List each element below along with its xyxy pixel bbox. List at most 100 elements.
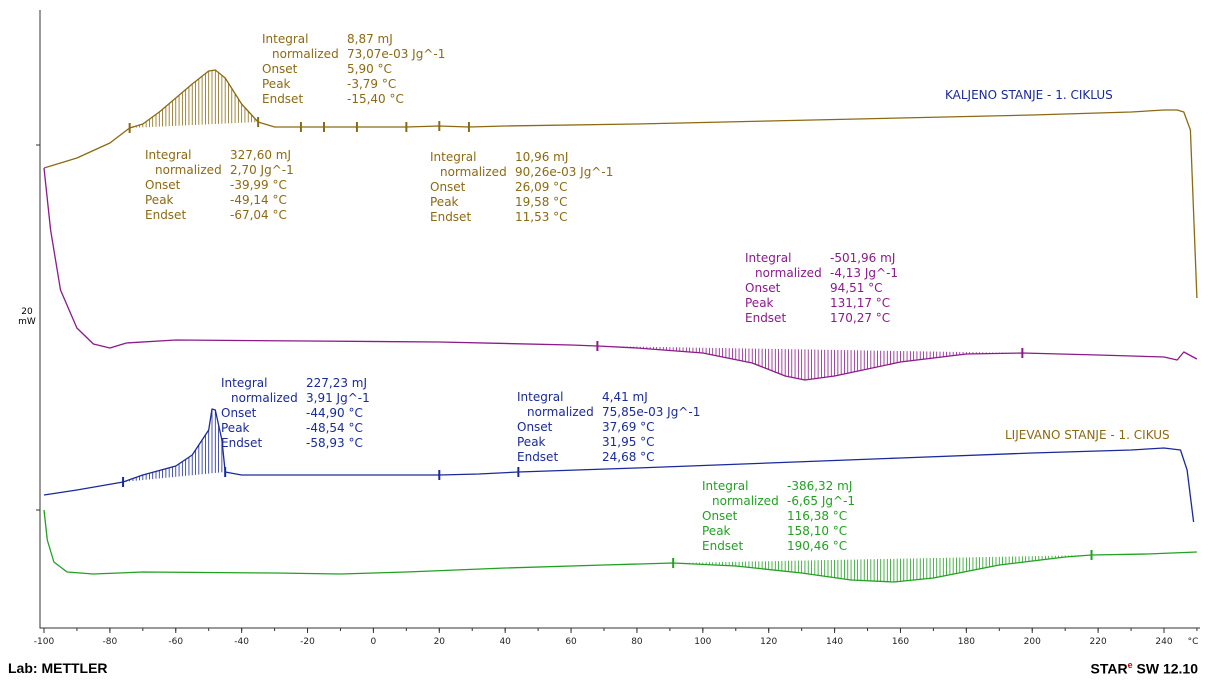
annotation-label: normalized	[527, 405, 594, 419]
annotation-value: -58,93 °C	[306, 436, 363, 450]
annotation-label: Onset	[702, 509, 738, 523]
annotation-value: -15,40 °C	[347, 92, 404, 106]
x-tick-label: 60	[565, 637, 577, 647]
annotation-label: Endset	[262, 92, 304, 106]
annotation-label: Endset	[145, 208, 187, 222]
annotation-row: Peak 158,10 °C	[702, 524, 902, 539]
annotation-value: -501,96 mJ	[830, 251, 896, 265]
annotation-row: Endset -67,04 °C	[145, 208, 345, 223]
annotation-row: normalized 73,07e-03 Jg^-1	[262, 47, 462, 62]
x-tick-label: -20	[300, 637, 315, 647]
annotation-label: Endset	[517, 450, 559, 464]
footer-software: STARe SW 12.10	[1090, 660, 1198, 677]
annotation-value: -6,65 Jg^-1	[787, 494, 856, 508]
x-tick-label: -40	[234, 637, 249, 647]
annotation-block: Integral 4,41 mJ normalized 75,85e-03 Jg^-1…	[517, 390, 717, 465]
annotation-row: Onset 37,69 °C	[517, 420, 717, 435]
axis-frame	[39, 10, 1200, 629]
annotation-label: normalized	[155, 163, 222, 177]
annotation-row: Integral 8,87 mJ	[262, 32, 462, 47]
annotation-label: Integral	[702, 479, 749, 493]
annotation-label: Integral	[745, 251, 792, 265]
annotation-value: -3,79 °C	[347, 77, 397, 91]
annotation-row: Peak 19,58 °C	[430, 195, 630, 210]
annotation-row: Integral -386,32 mJ	[702, 479, 902, 494]
annotation-value: 190,46 °C	[787, 539, 848, 553]
x-tick-label: 240	[1155, 637, 1172, 647]
annotation-row: normalized -4,13 Jg^-1	[745, 266, 945, 281]
annotation-value: -4,13 Jg^-1	[830, 266, 899, 280]
annotation-label: normalized	[755, 266, 822, 280]
annotation-value: 327,60 mJ	[230, 148, 292, 162]
annotation-label: Onset	[517, 420, 553, 434]
annotation-row: Onset 26,09 °C	[430, 180, 630, 195]
annotation-block: Integral -501,96 mJ normalized -4,13 Jg^-1 O…	[745, 251, 945, 326]
annotation-row: normalized 2,70 Jg^-1	[145, 163, 345, 178]
x-tick-label: 80	[631, 637, 643, 647]
x-tick-label: -80	[103, 637, 118, 647]
annotation-row: Integral 227,23 mJ	[221, 376, 421, 391]
x-tick-label: 40	[499, 637, 511, 647]
annotation-row: normalized 3,91 Jg^-1	[221, 391, 421, 406]
annotation-row: normalized -6,65 Jg^-1	[702, 494, 902, 509]
annotation-row: Peak 31,95 °C	[517, 435, 717, 450]
annotation-label: Peak	[430, 195, 459, 209]
y-scale-label: 20 mW	[18, 307, 36, 327]
annotation-label: normalized	[712, 494, 779, 508]
annotation-value: 90,26e-03 Jg^-1	[515, 165, 614, 179]
annotation-label: normalized	[440, 165, 507, 179]
annotation-value: 170,27 °C	[830, 311, 891, 325]
annotation-row: Endset -58,93 °C	[221, 436, 421, 451]
x-tick-label: 0	[371, 637, 377, 647]
annotation-label: normalized	[231, 391, 298, 405]
footer-lab: Lab: METTLER	[8, 660, 108, 676]
annotation-label: Integral	[145, 148, 192, 162]
annotation-value: 2,70 Jg^-1	[230, 163, 294, 177]
annotation-value: 227,23 mJ	[306, 376, 368, 390]
annotation-label: Integral	[517, 390, 564, 404]
series-label-lijevano: LIJEVANO STANJE - 1. CIKUS	[1005, 428, 1170, 442]
annotation-label: Peak	[517, 435, 546, 449]
annotation-block: Integral 327,60 mJ normalized 2,70 Jg^-1 Ons…	[145, 148, 345, 223]
annotation-value: -49,14 °C	[230, 193, 287, 207]
annotation-value: 8,87 mJ	[347, 32, 393, 46]
series-line-1	[43, 167, 1198, 381]
annotation-row: Endset 170,27 °C	[745, 311, 945, 326]
annotation-label: Integral	[221, 376, 268, 390]
annotation-label: Peak	[145, 193, 174, 207]
series-line-2	[43, 408, 1195, 523]
series-line-3	[43, 509, 1197, 583]
x-tick-label: -100	[34, 637, 55, 647]
annotation-value: -48,54 °C	[306, 421, 363, 435]
annotation-label: Endset	[745, 311, 787, 325]
annotation-label: Onset	[262, 62, 298, 76]
annotation-label: Onset	[745, 281, 781, 295]
annotation-row: Peak -3,79 °C	[262, 77, 462, 92]
x-tick-label: 140	[826, 637, 843, 647]
annotation-row: Integral 327,60 mJ	[145, 148, 345, 163]
annotation-label: Endset	[430, 210, 472, 224]
annotation-block: Integral 10,96 mJ normalized 90,26e-03 Jg^-…	[430, 150, 630, 225]
annotation-value: -44,90 °C	[306, 406, 363, 420]
x-tick-label: 180	[958, 637, 975, 647]
annotation-row: Endset 190,46 °C	[702, 539, 902, 554]
annotation-row: Onset 116,38 °C	[702, 509, 902, 524]
annotation-value: -67,04 °C	[230, 208, 287, 222]
annotation-value: 94,51 °C	[830, 281, 883, 295]
annotation-row: normalized 90,26e-03 Jg^-1	[430, 165, 630, 180]
x-axis-unit: °C	[1188, 637, 1199, 647]
annotation-block: Integral -386,32 mJ normalized -6,65 Jg^-1 O…	[702, 479, 902, 554]
x-tick-label: -60	[168, 637, 183, 647]
annotation-row: Onset 5,90 °C	[262, 62, 462, 77]
annotation-label: Endset	[221, 436, 263, 450]
annotation-value: 75,85e-03 Jg^-1	[602, 405, 701, 419]
annotation-value: 26,09 °C	[515, 180, 568, 194]
annotation-value: 116,38 °C	[787, 509, 848, 523]
annotation-value: 131,17 °C	[830, 296, 891, 310]
x-tick-label: 120	[760, 637, 777, 647]
annotation-value: 31,95 °C	[602, 435, 655, 449]
annotation-value: 5,90 °C	[347, 62, 392, 76]
annotation-value: -39,99 °C	[230, 178, 287, 192]
annotation-value: 10,96 mJ	[515, 150, 569, 164]
annotation-label: Peak	[745, 296, 774, 310]
